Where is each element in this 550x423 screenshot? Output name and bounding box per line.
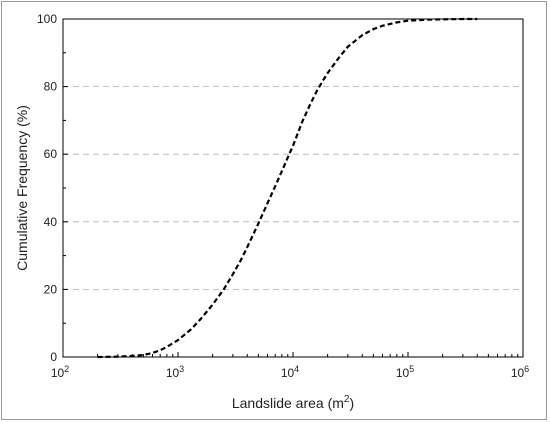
x-tick-label: 102 bbox=[51, 364, 69, 380]
gridlines bbox=[63, 86, 523, 290]
y-tick-label: 0 bbox=[50, 350, 57, 364]
cumulative-frequency-line bbox=[97, 17, 478, 359]
x-tick-label: 106 bbox=[511, 364, 529, 380]
y-tick-label: 20 bbox=[44, 282, 58, 296]
y-axis-title: Cumulative Frequency (%) bbox=[14, 105, 30, 271]
y-axis: 0 20 40 60 80 100 bbox=[37, 12, 68, 364]
x-tick-label: 105 bbox=[396, 364, 414, 380]
x-axis: 102 103 104 105 106 bbox=[51, 352, 529, 380]
y-tick-label: 80 bbox=[44, 80, 58, 94]
y-tick-label: 100 bbox=[37, 12, 57, 26]
y-tick-label: 60 bbox=[44, 147, 58, 161]
x-tick-label: 104 bbox=[281, 364, 299, 380]
plot-area-frame bbox=[62, 18, 524, 358]
x-tick-label: 103 bbox=[166, 364, 184, 380]
y-tick-label: 40 bbox=[44, 215, 58, 229]
x-axis-title: Landslide area (m2) bbox=[232, 394, 354, 411]
